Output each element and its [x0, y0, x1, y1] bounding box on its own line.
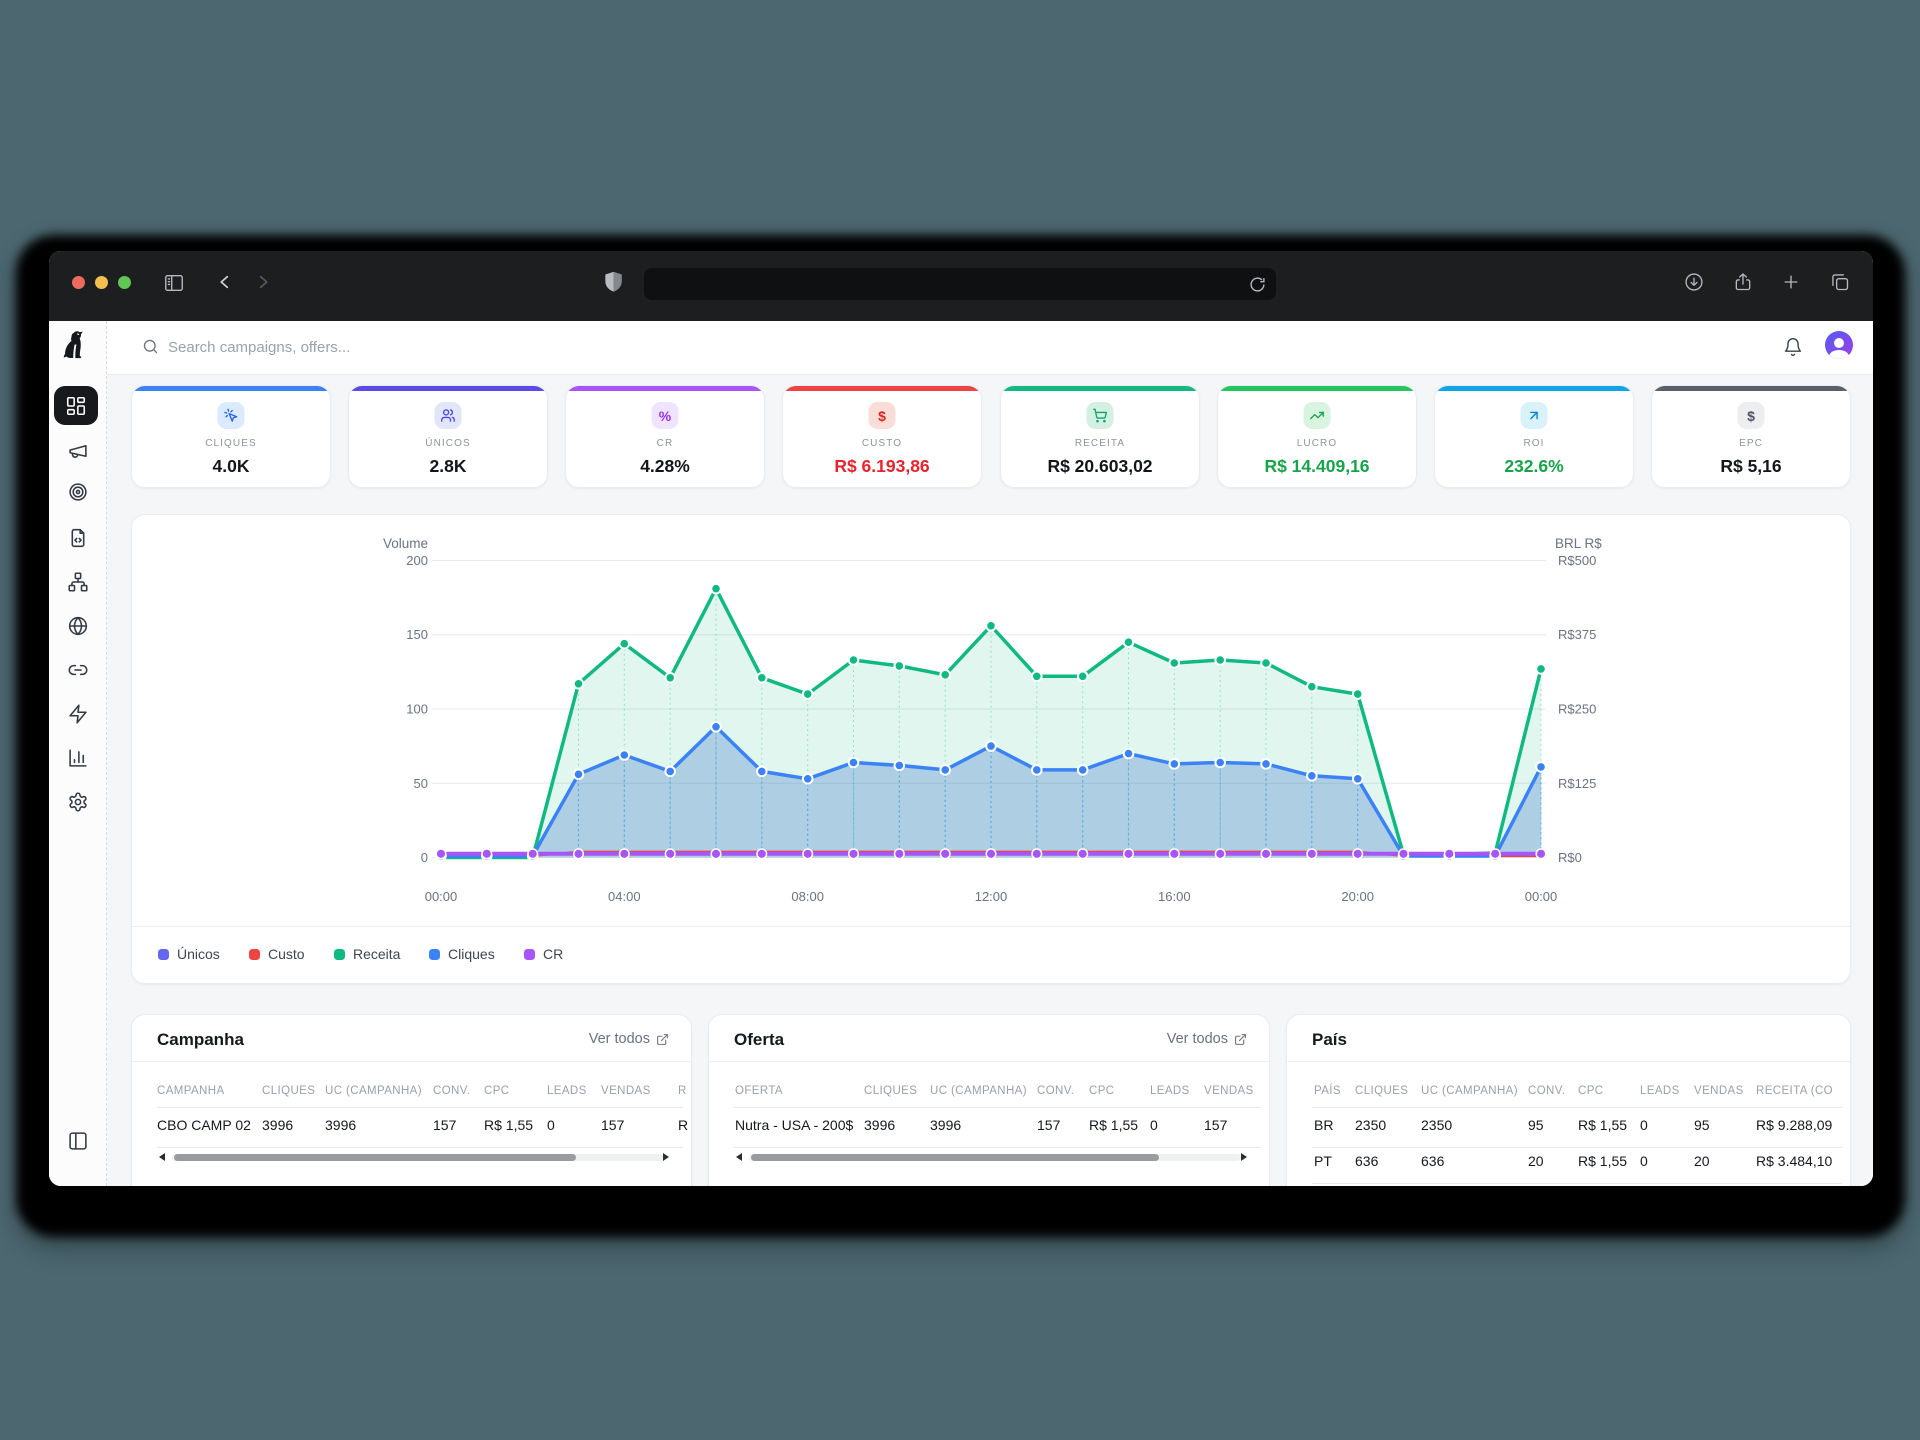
svg-text:R$250: R$250: [1558, 702, 1596, 717]
svg-text:R$0: R$0: [1558, 850, 1582, 865]
svg-text:Volume: Volume: [383, 536, 428, 551]
svg-text:R$125: R$125: [1558, 776, 1596, 791]
svg-text:16:00: 16:00: [1158, 889, 1191, 904]
svg-text:00:00: 00:00: [425, 889, 458, 904]
svg-text:150: 150: [406, 627, 428, 642]
svg-text:20:00: 20:00: [1341, 889, 1374, 904]
svg-text:R$500: R$500: [1558, 553, 1596, 568]
svg-text:100: 100: [406, 702, 428, 717]
svg-text:12:00: 12:00: [975, 889, 1008, 904]
svg-text:08:00: 08:00: [791, 889, 824, 904]
svg-text:50: 50: [414, 776, 428, 791]
svg-text:0: 0: [421, 850, 428, 865]
svg-text:04:00: 04:00: [608, 889, 641, 904]
svg-text:00:00: 00:00: [1525, 889, 1558, 904]
svg-text:200: 200: [406, 553, 428, 568]
svg-text:R$375: R$375: [1558, 627, 1596, 642]
svg-text:BRL R$: BRL R$: [1555, 536, 1602, 551]
